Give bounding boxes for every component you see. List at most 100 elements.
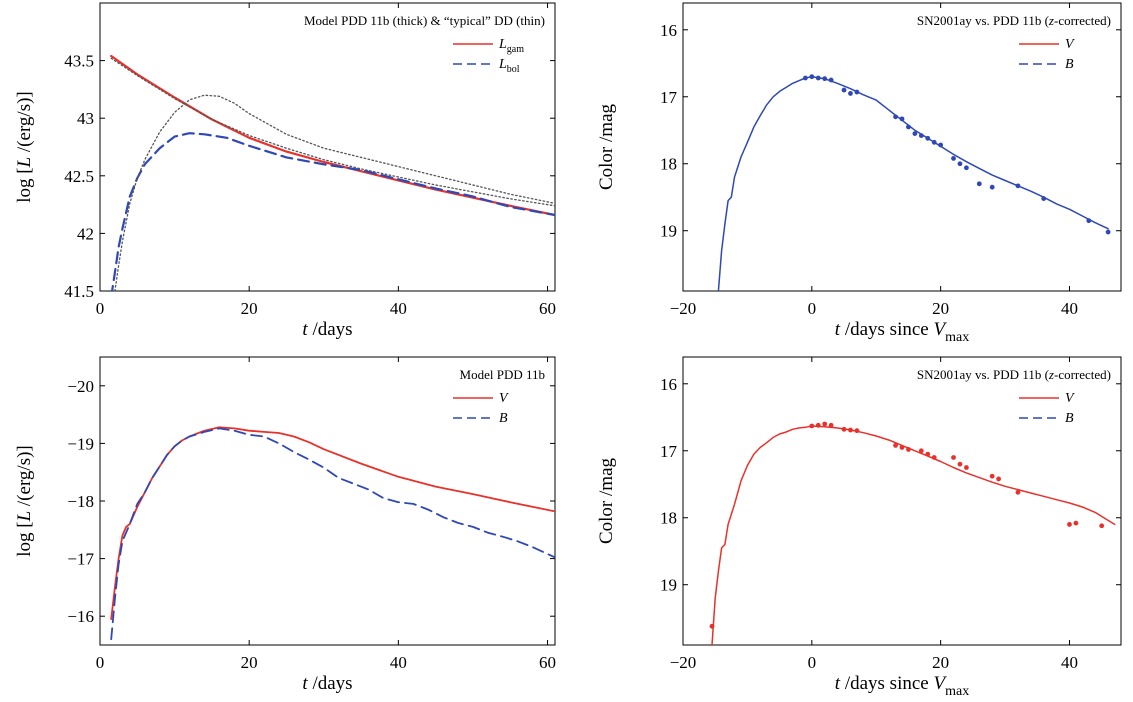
y-tick-label: −19	[67, 434, 94, 453]
chart-panel-4: −20 0 20 40 16 17 18 19 Color /mag t /days since …	[596, 356, 1122, 699]
legend-label-1: Lbol	[498, 57, 520, 75]
chart-title: SN2001ay vs. PDD 11b (z-corrected)	[917, 13, 1111, 28]
y-tick-label: 41.5	[64, 282, 94, 301]
plot-frame	[682, 356, 1122, 646]
data-point	[906, 447, 911, 452]
chart-panel-1: 0 20 40 60 41.5 42 42.5 43 43.5 log [L /(erg/s)] t…	[14, 2, 556, 340]
legend-label-1: B	[1065, 57, 1074, 72]
data-point	[1105, 229, 1111, 235]
data-point	[957, 161, 963, 167]
data-point	[906, 124, 911, 130]
data-point	[854, 428, 860, 434]
series-line-2	[110, 57, 555, 207]
series-line-0	[711, 425, 1116, 645]
y-axis-label: log [L /(erg/s)]	[14, 91, 35, 203]
data-point	[996, 476, 1002, 482]
series-group	[717, 74, 1111, 291]
data-point	[1067, 522, 1072, 527]
data-point	[841, 426, 847, 432]
y-tick-label: 19	[660, 576, 677, 595]
x-tick-label: 0	[96, 299, 105, 318]
series-group	[709, 421, 1116, 645]
x-tick-label: 20	[241, 299, 258, 318]
x-tick-label: 60	[539, 299, 556, 318]
series-line-1	[110, 132, 555, 291]
chart-title: SN2001ay vs. PDD 11b (z-corrected)	[917, 367, 1111, 382]
y-axis-label: log [L /(erg/s)]	[14, 445, 35, 557]
x-tick-label: 40	[1061, 653, 1078, 672]
data-point	[918, 448, 924, 454]
data-point	[893, 114, 898, 120]
x-tick-label: 40	[390, 653, 407, 672]
x-tick-label: −20	[670, 299, 697, 318]
data-point	[854, 89, 860, 95]
legend-label-0: V	[499, 391, 509, 406]
data-point	[809, 423, 815, 429]
y-tick-label: 19	[660, 222, 677, 241]
legend-label-1: B	[499, 411, 508, 426]
y-tick-label: 17	[660, 442, 678, 461]
y-tick-label: −20	[67, 377, 94, 396]
data-point	[925, 451, 931, 457]
y-tick-label: 42.5	[64, 167, 94, 186]
data-point	[815, 422, 821, 428]
data-point	[802, 75, 808, 81]
y-tick-label: 17	[660, 88, 678, 107]
data-point	[957, 461, 963, 467]
data-point	[964, 165, 969, 171]
plot-frame	[99, 2, 556, 292]
data-point	[931, 455, 937, 460]
data-point	[918, 133, 924, 139]
x-tick-label: −20	[670, 653, 697, 672]
data-point	[1073, 520, 1079, 526]
data-point	[828, 422, 834, 428]
data-point	[899, 445, 905, 450]
data-point	[848, 427, 853, 433]
legend-label-0: Lgam	[498, 37, 524, 55]
legend-label-1: B	[1065, 411, 1074, 426]
y-tick-label: 18	[660, 509, 677, 528]
data-point	[938, 142, 944, 148]
y-tick-label: 43.5	[64, 52, 94, 71]
plot-frame	[99, 356, 556, 646]
x-tick-label: 0	[808, 299, 817, 318]
x-tick-label: 40	[390, 299, 407, 318]
y-tick-label: −18	[67, 492, 94, 511]
y-tick-label: −16	[67, 607, 94, 626]
data-point	[709, 623, 715, 629]
legend-label-0: V	[1065, 37, 1075, 52]
data-point	[828, 77, 834, 83]
data-point	[822, 76, 828, 82]
data-point	[989, 184, 995, 190]
data-point	[1086, 218, 1092, 224]
y-axis-label: Color /mag	[596, 103, 617, 190]
data-point	[951, 155, 956, 161]
chart-panel-2: −20 0 20 40 16 17 18 19 Color /mag t /days since …	[596, 2, 1122, 345]
data-point	[893, 443, 898, 448]
x-axis-label: t /days since Vmax	[835, 319, 969, 345]
series-line-0	[110, 54, 555, 217]
data-point	[989, 473, 995, 479]
data-point	[841, 87, 847, 93]
data-point	[964, 465, 969, 470]
series-line-3	[114, 94, 555, 291]
data-point	[912, 131, 918, 137]
data-point	[925, 135, 931, 141]
data-point	[822, 421, 828, 427]
x-tick-label: 0	[808, 653, 817, 672]
x-tick-label: 20	[932, 653, 949, 672]
x-axis-label: t /days since Vmax	[835, 673, 969, 699]
y-tick-label: −17	[67, 550, 94, 569]
data-point	[1015, 489, 1021, 495]
y-axis-label: Color /mag	[596, 457, 617, 544]
legend-label-0: V	[1065, 391, 1075, 406]
data-point	[951, 455, 956, 460]
x-tick-label: 40	[1061, 299, 1078, 318]
y-tick-label: 16	[660, 21, 677, 40]
x-axis-label: t /days	[302, 673, 352, 694]
series-line-1	[110, 427, 555, 641]
series-group	[110, 54, 555, 291]
y-tick-label: 43	[77, 109, 94, 128]
series-line-0	[110, 426, 555, 620]
